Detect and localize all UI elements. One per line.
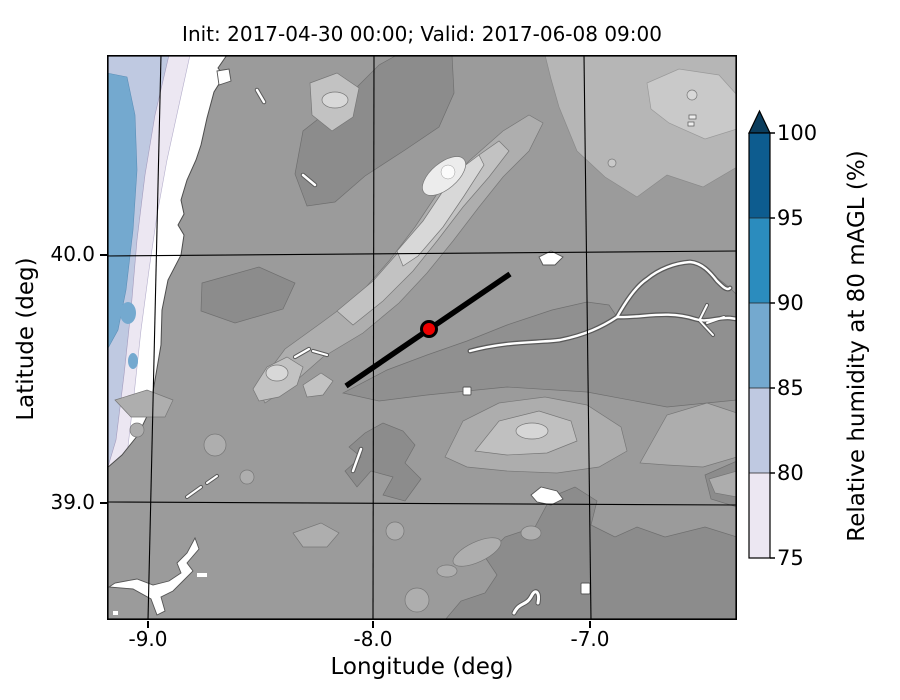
colorbar-tick-label: 100 xyxy=(777,121,818,145)
colorbar-tick-label: 80 xyxy=(777,461,804,485)
terrain-elevation-bands xyxy=(114,55,737,613)
colorbar-outline xyxy=(748,132,771,559)
colorbar-tick-marks xyxy=(770,132,775,559)
terrain-dark-patches xyxy=(200,55,737,620)
x-tick-mark xyxy=(372,621,374,628)
lakes-estuary xyxy=(107,68,591,616)
colorbar-dividers xyxy=(749,217,770,474)
y-tick-label: 40.0 xyxy=(50,242,95,266)
x-tick-mark xyxy=(589,621,591,628)
x-tick-label: -9.0 xyxy=(128,627,168,651)
x-tick-mark xyxy=(147,621,149,628)
x-axis-label: Longitude (deg) xyxy=(330,654,514,680)
colorbar-segment-85-90 xyxy=(749,303,770,388)
y-tick-mark xyxy=(100,254,107,256)
colorbar xyxy=(748,109,775,559)
colorbar-segment-80-85 xyxy=(749,388,770,473)
map-plot xyxy=(107,55,737,620)
plot-title: Init: 2017-04-30 00:00; Valid: 2017-06-0… xyxy=(182,22,662,46)
colorbar-extend-arrow xyxy=(748,109,771,134)
graticule xyxy=(107,55,737,620)
rivers xyxy=(185,87,737,616)
colorbar-segment-95-100 xyxy=(749,133,770,218)
plot-border xyxy=(107,55,737,620)
y-tick-mark xyxy=(100,502,107,504)
y-tick-label: 39.0 xyxy=(50,490,95,514)
colorbar-segment-90-95 xyxy=(749,218,770,303)
station-marker xyxy=(420,320,438,338)
colorbar-segment-75-80 xyxy=(749,473,770,558)
y-axis-label: Latitude (deg) xyxy=(13,257,39,421)
colorbar-tick-label: 75 xyxy=(777,546,804,570)
colorbar-tick-label: 95 xyxy=(777,206,804,230)
x-tick-label: -7.0 xyxy=(570,627,610,651)
colorbar-tick-label: 85 xyxy=(777,376,804,400)
colorbar-tick-label: 90 xyxy=(777,291,804,315)
x-tick-label: -8.0 xyxy=(353,627,393,651)
colorbar-axis-label: Relative humidity at 80 mAGL (%) xyxy=(844,150,870,542)
